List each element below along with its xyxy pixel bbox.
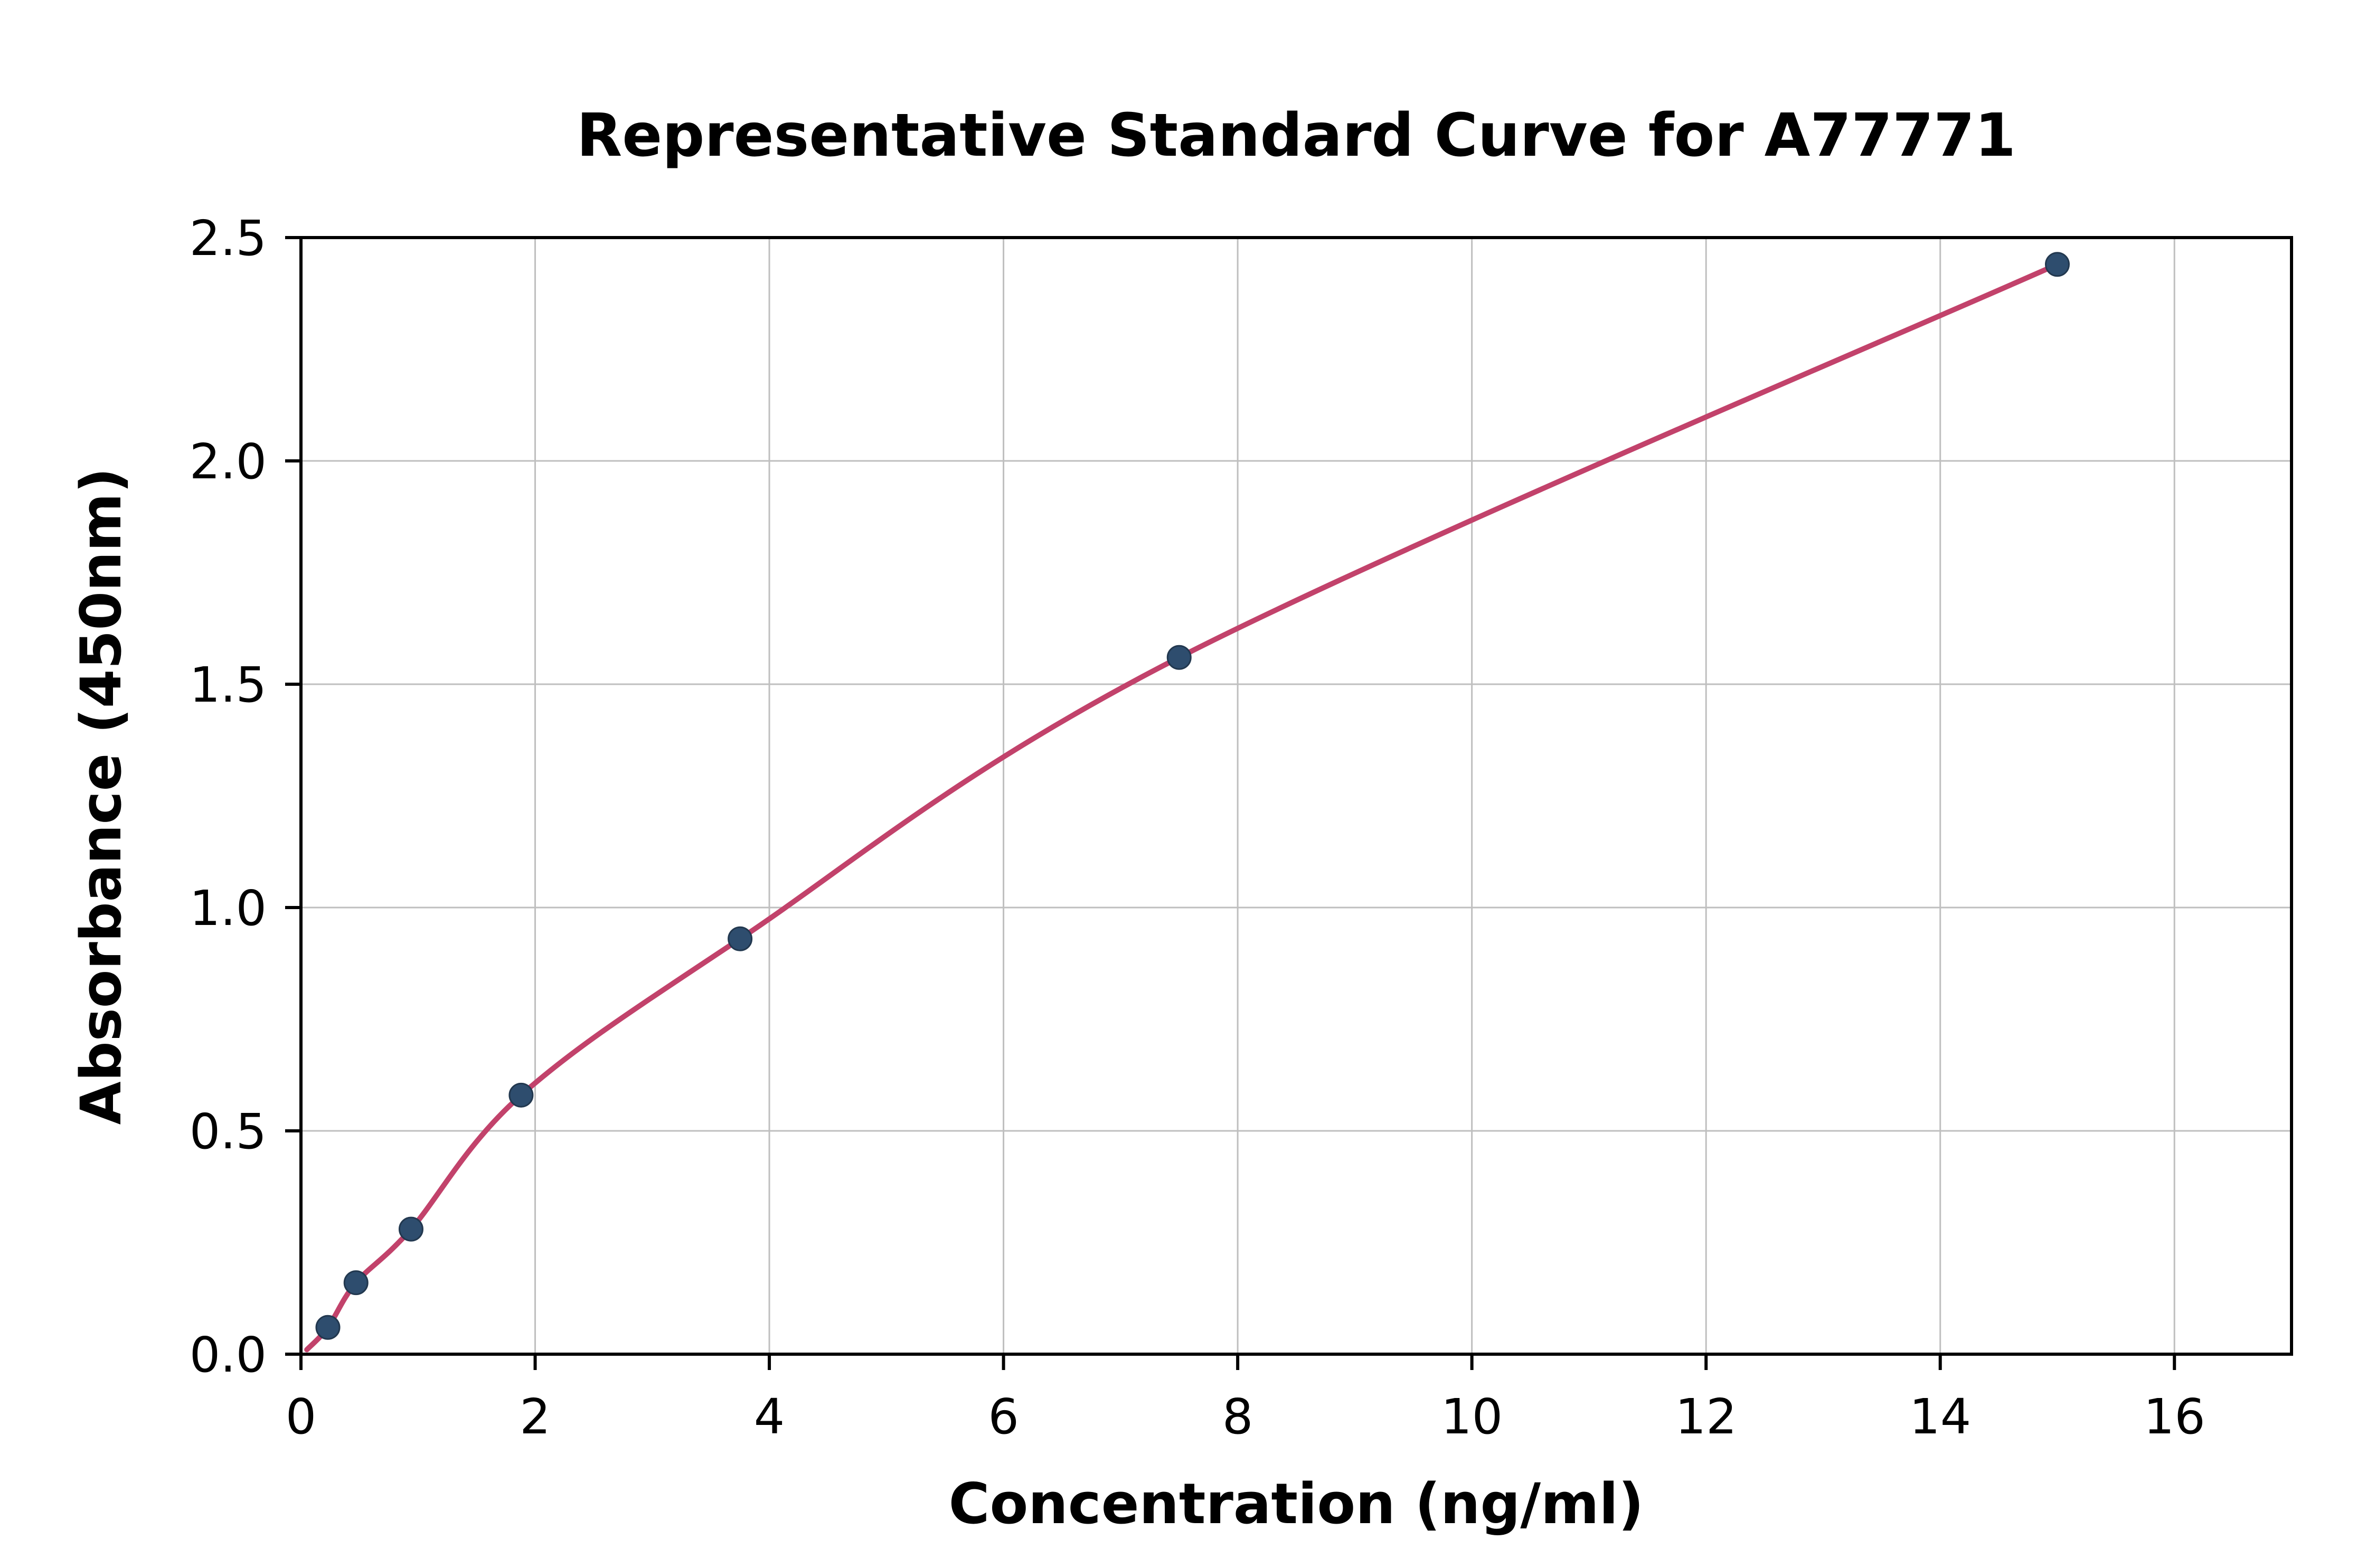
y-axis-label: Absorbance (450nm) [69, 468, 134, 1125]
data-point [1166, 645, 1192, 670]
data-point [315, 1315, 341, 1340]
x-tick-label: 10 [1441, 1388, 1503, 1445]
tick-labels: 0 2 4 6 8 10 12 14 16 0.0 0.5 1.0 1.5 2.0 2.5 [190, 210, 2205, 1445]
x-tick-label: 0 [286, 1388, 317, 1445]
y-tick-label: 0.5 [190, 1103, 267, 1160]
axis-ticks [285, 236, 2176, 1370]
y-tick-label: 2.0 [190, 433, 267, 490]
data-points [315, 252, 2070, 1340]
fit-curve-line [304, 261, 2060, 1353]
x-tick-label: 4 [754, 1388, 785, 1445]
data-point [398, 1216, 423, 1242]
y-tick-label: 2.5 [190, 210, 267, 267]
y-tick-label: 1.0 [190, 880, 267, 937]
x-axis-label: Concentration (ng/ml) [949, 1471, 1644, 1536]
x-tick-label: 16 [2144, 1388, 2205, 1445]
x-tick-label: 12 [1675, 1388, 1737, 1445]
x-tick-label: 8 [1222, 1388, 1253, 1445]
chart-title: Representative Standard Curve for A77771 [577, 101, 2016, 170]
data-point [343, 1270, 369, 1296]
data-point [508, 1082, 534, 1108]
x-tick-label: 2 [520, 1388, 551, 1445]
grid-lines [300, 237, 2292, 1355]
data-point [2044, 252, 2070, 277]
x-tick-label: 6 [988, 1388, 1019, 1445]
x-tick-label: 14 [1909, 1388, 1971, 1445]
plot-border [299, 236, 2293, 1356]
data-point [728, 926, 753, 951]
y-tick-label: 1.5 [190, 657, 267, 713]
y-tick-label: 0.0 [190, 1327, 267, 1383]
